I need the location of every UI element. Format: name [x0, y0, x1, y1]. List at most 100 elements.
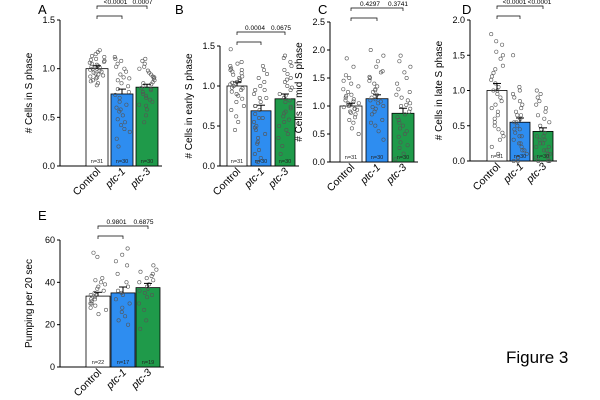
data-point: [143, 56, 148, 61]
y-tick-label: 2.0: [452, 15, 465, 25]
data-point: [145, 68, 150, 73]
data-point: [124, 102, 129, 107]
data-point: [124, 69, 129, 74]
data-point: [341, 87, 346, 92]
panel-letter: E: [38, 208, 47, 223]
data-point: [138, 269, 143, 274]
y-axis-label: # Cells in mid S phase: [294, 42, 305, 142]
data-point: [126, 84, 131, 89]
data-point: [233, 128, 238, 133]
n-label: n=30: [537, 154, 549, 160]
data-point: [399, 95, 404, 100]
data-point: [535, 95, 540, 100]
data-point: [534, 88, 539, 93]
data-point: [253, 128, 258, 133]
data-point: [547, 120, 552, 125]
data-point: [231, 72, 236, 77]
bar-ptc-3: [274, 98, 296, 167]
p-value-label: 0.0675: [271, 25, 291, 32]
data-point: [140, 58, 145, 63]
data-point: [116, 144, 121, 149]
data-point: [142, 290, 147, 295]
data-point: [373, 97, 378, 102]
data-point: [535, 113, 540, 118]
data-point: [125, 263, 130, 268]
data-point: [285, 72, 290, 77]
data-point: [140, 90, 145, 95]
data-point: [125, 246, 130, 251]
data-point: [520, 102, 525, 107]
y-tick-label: 40: [45, 277, 55, 287]
data-point: [520, 148, 525, 153]
data-point: [402, 132, 407, 137]
y-tick-label: 1.5: [42, 15, 55, 25]
data-point: [234, 100, 239, 105]
data-point: [547, 151, 552, 156]
data-point: [380, 118, 385, 123]
data-point: [399, 104, 404, 109]
data-point: [260, 64, 265, 69]
data-point: [519, 134, 524, 139]
data-point: [149, 273, 154, 278]
data-point: [286, 117, 291, 122]
data-point: [515, 113, 520, 118]
data-point: [283, 100, 288, 105]
n-label: n=30: [397, 155, 409, 161]
data-point: [404, 102, 409, 107]
p-value-label: <0.0001: [104, 0, 128, 6]
data-point: [229, 66, 234, 71]
data-point: [498, 95, 503, 100]
data-point: [378, 99, 383, 104]
x-tick-label: Control: [71, 166, 103, 198]
data-point: [281, 55, 286, 60]
y-tick-label: 1.5: [312, 73, 325, 83]
data-point: [102, 58, 107, 63]
data-point: [88, 79, 93, 84]
data-point: [515, 155, 520, 160]
data-point: [517, 99, 522, 104]
x-tick-label: Control: [211, 166, 243, 198]
data-point: [282, 68, 287, 73]
data-point: [513, 109, 518, 114]
data-point: [348, 110, 353, 115]
data-point: [264, 72, 269, 77]
data-point: [517, 141, 522, 146]
data-point: [517, 134, 522, 139]
y-tick-label: 0.0: [452, 156, 465, 166]
bar-ptc-3: [135, 86, 159, 167]
data-point: [146, 282, 151, 287]
data-point: [113, 56, 118, 61]
y-axis-label: # Cells in early S phase: [184, 53, 195, 158]
data-point: [142, 61, 147, 66]
data-point: [288, 104, 293, 109]
data-point: [501, 134, 506, 139]
x-tick-label: Control: [325, 162, 357, 194]
data-point: [544, 148, 549, 153]
data-point: [497, 137, 502, 142]
data-point: [261, 68, 266, 73]
data-point: [114, 136, 119, 141]
data-point: [115, 61, 120, 66]
data-point: [101, 73, 106, 78]
data-point: [398, 53, 403, 58]
data-point: [141, 92, 146, 97]
data-point: [285, 132, 290, 137]
data-point: [97, 68, 102, 73]
data-point: [397, 146, 402, 151]
data-point: [258, 100, 263, 105]
data-point: [264, 96, 269, 101]
data-point: [500, 42, 505, 47]
data-point: [352, 106, 357, 111]
bar-Control: [85, 295, 111, 368]
data-point: [545, 151, 550, 156]
data-point: [144, 113, 149, 118]
data-point: [356, 101, 361, 106]
data-point: [534, 102, 539, 107]
data-point: [93, 52, 98, 57]
data-point: [89, 297, 94, 302]
data-point: [534, 134, 539, 139]
data-point: [126, 322, 131, 327]
data-point: [546, 144, 551, 149]
data-point: [151, 263, 156, 268]
y-tick-label: 0.5: [202, 121, 215, 131]
